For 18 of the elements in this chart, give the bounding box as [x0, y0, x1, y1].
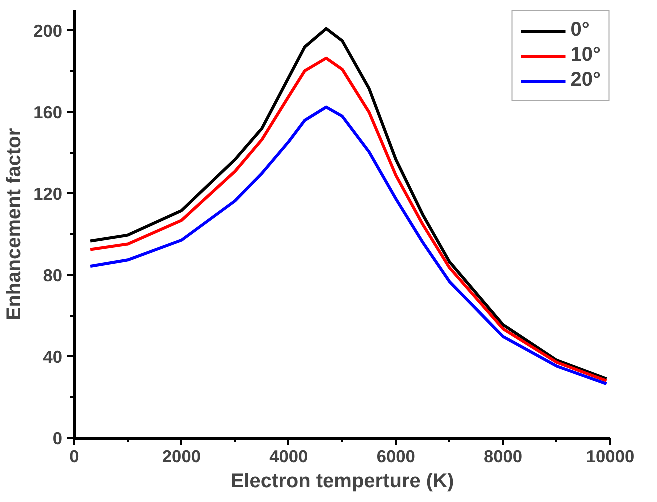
- x-tick-label: 6000: [376, 446, 416, 466]
- x-tick-label: 10000: [586, 446, 635, 466]
- y-tick-label: 80: [43, 265, 63, 286]
- line-series: [89, 106, 608, 386]
- y-axis-title: Enhancement factor: [4, 128, 26, 321]
- y-tick-label: 40: [43, 346, 63, 367]
- y-tick-label: 0: [52, 428, 63, 448]
- x-axis-title: Electron temperture (K): [230, 470, 454, 492]
- y-tick-label: 200: [34, 20, 63, 41]
- legend-label: 20°: [570, 69, 601, 92]
- x-tick-label: 4000: [270, 446, 308, 466]
- x-tick-label: 0: [70, 446, 80, 466]
- y-tick-label: 160: [34, 102, 63, 122]
- x-tick-label: 2000: [162, 446, 201, 466]
- y-tick-label: 120: [34, 184, 63, 204]
- x-tick-label: 8000: [484, 446, 523, 466]
- legend-label: 10°: [570, 44, 601, 67]
- legend-label: 0°: [570, 19, 591, 42]
